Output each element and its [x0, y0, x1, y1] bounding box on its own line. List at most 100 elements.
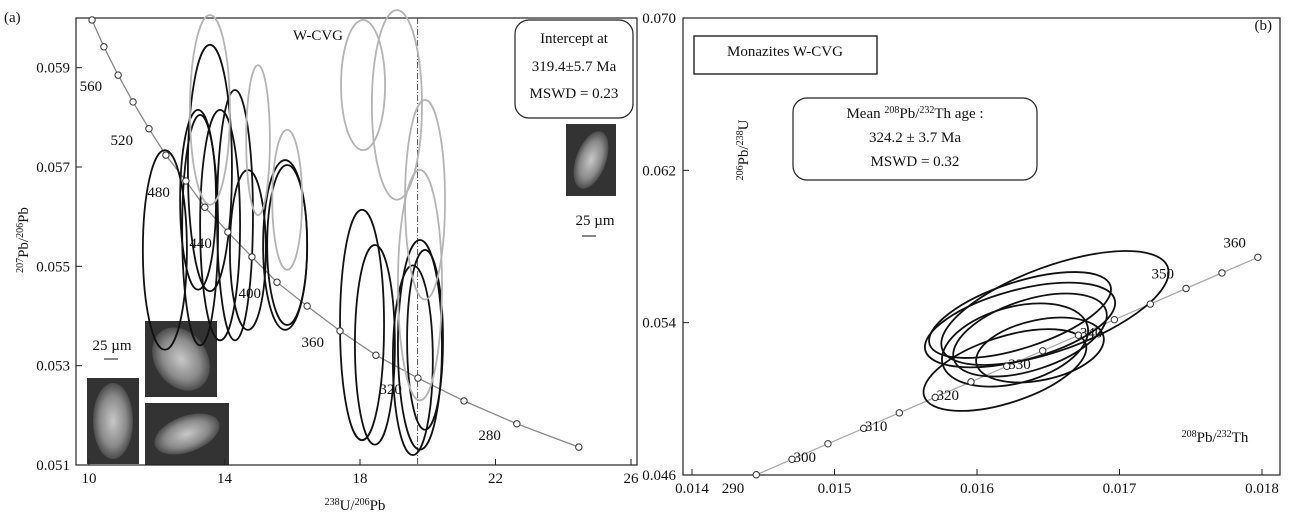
error-ellipse — [187, 43, 233, 293]
panel-title: Monazites W-CVG — [727, 44, 843, 60]
age-label: 520 — [110, 133, 133, 149]
x-tick-label: 0.017 — [1103, 481, 1137, 497]
annotation-line: 319.4±5.7 Ma — [532, 59, 617, 75]
zircon-grain — [154, 413, 220, 455]
error-ellipse — [406, 249, 444, 431]
y-tick-label: 0.070 — [642, 11, 676, 27]
concordia-point — [1003, 362, 1011, 371]
error-ellipse — [941, 302, 1090, 388]
y-tick-label: 0.054 — [642, 316, 676, 332]
x-tick-label: 0.015 — [818, 481, 852, 497]
y-tick-label: 0.059 — [36, 61, 70, 77]
x-axis-label-part: 208 — [1182, 429, 1197, 440]
x-axis-label-part: U/ — [340, 498, 356, 514]
error-ellipse — [397, 169, 443, 402]
zircon-grain — [152, 327, 210, 391]
y-tick-label: 0.057 — [36, 160, 70, 176]
x-tick-label: 0.018 — [1245, 481, 1279, 497]
annotation-line-part: 319.4±5.7 Ma — [532, 59, 617, 75]
y-tick-label: 0.046 — [642, 468, 676, 484]
x-axis-label-part: 206 — [355, 497, 370, 508]
concordia-point — [860, 424, 868, 433]
concordia-point — [513, 420, 521, 428]
concordia-point — [201, 203, 209, 211]
concordia-point — [575, 443, 583, 451]
y-axis-label-part: U — [736, 119, 752, 130]
concordia-point — [182, 177, 190, 185]
y-axis-label-part: 206 — [735, 165, 746, 180]
error-ellipse — [266, 164, 309, 326]
concordia-point — [931, 393, 939, 402]
concordia-point — [273, 278, 281, 286]
age-label: 340 — [1080, 326, 1103, 342]
x-axis-label: 238U/206Pb — [325, 497, 386, 515]
zircon-grain — [573, 131, 609, 189]
annotation-line-part: MSWD = 0.23 — [530, 86, 619, 102]
concordia-point — [162, 151, 170, 159]
age-label: 320 — [937, 388, 960, 404]
y-tick-label: 0.062 — [642, 163, 676, 179]
age-label: 560 — [80, 79, 103, 95]
age-label: 330 — [1008, 357, 1031, 373]
error-ellipse — [975, 316, 1105, 384]
annotation-line-part: 208 — [884, 105, 899, 116]
concordia-point — [303, 302, 311, 310]
y-axis-label-part: Pb — [16, 207, 32, 223]
error-ellipse — [928, 271, 1112, 359]
concordia-point — [372, 351, 380, 359]
error-ellipse — [245, 64, 271, 217]
concordia-point — [248, 253, 256, 261]
age-label: 300 — [793, 450, 816, 466]
y-tick-label: 0.053 — [36, 359, 70, 375]
error-ellipse — [922, 328, 1088, 412]
x-tick-label: 22 — [488, 471, 503, 487]
x-tick-label: 0.016 — [960, 481, 994, 497]
annotation-line: 324.2 ± 3.7 Ma — [869, 130, 961, 146]
error-ellipse — [404, 99, 446, 301]
error-ellipse — [181, 113, 219, 347]
annotation-box — [514, 19, 634, 119]
concordia-point — [1182, 284, 1190, 293]
error-ellipse — [940, 250, 1170, 366]
x-axis-label: 208Pb/232Th — [1182, 429, 1249, 447]
y-tick-label: 0.055 — [36, 259, 70, 275]
concordia-point — [1146, 300, 1154, 308]
age-label: 440 — [189, 236, 212, 252]
concordia-point — [895, 409, 904, 417]
concordia-point — [1110, 315, 1119, 324]
error-ellipse — [340, 19, 386, 152]
concordia-point — [88, 16, 96, 24]
concordia-point — [100, 43, 108, 51]
concordia-point — [1074, 331, 1083, 339]
concordia-point — [752, 471, 760, 479]
concordia-point — [824, 440, 832, 448]
error-ellipse — [339, 208, 385, 442]
x-axis-label-part: 232 — [1217, 429, 1232, 440]
error-ellipse — [924, 281, 1117, 369]
scale-label: 25 µm — [92, 338, 131, 354]
age-label: 480 — [147, 185, 170, 201]
zircon-grain — [93, 383, 133, 459]
error-ellipse — [179, 108, 217, 291]
concordia-point — [1218, 269, 1226, 277]
error-ellipse — [199, 108, 241, 342]
error-ellipse — [271, 128, 303, 271]
scale-label: 25 µm — [575, 213, 614, 229]
concordia-point — [114, 71, 122, 79]
y-axis-label-part: 206 — [15, 223, 26, 238]
error-ellipse — [370, 9, 423, 201]
error-ellipse — [354, 244, 396, 446]
concordia-point — [967, 378, 975, 386]
x-axis-label-part: Th — [1232, 430, 1249, 446]
age-label: 310 — [865, 419, 888, 435]
plot-frame — [75, 17, 638, 466]
annotation-line-part: 324.2 ± 3.7 Ma — [869, 130, 961, 146]
annotation-line: Mean 208Pb/232Th age : — [846, 105, 983, 123]
age-label: 320 — [379, 382, 402, 398]
error-ellipse — [141, 149, 188, 351]
concordia-point — [414, 374, 422, 382]
concordia-point — [129, 98, 137, 106]
concordia-point — [145, 125, 153, 133]
